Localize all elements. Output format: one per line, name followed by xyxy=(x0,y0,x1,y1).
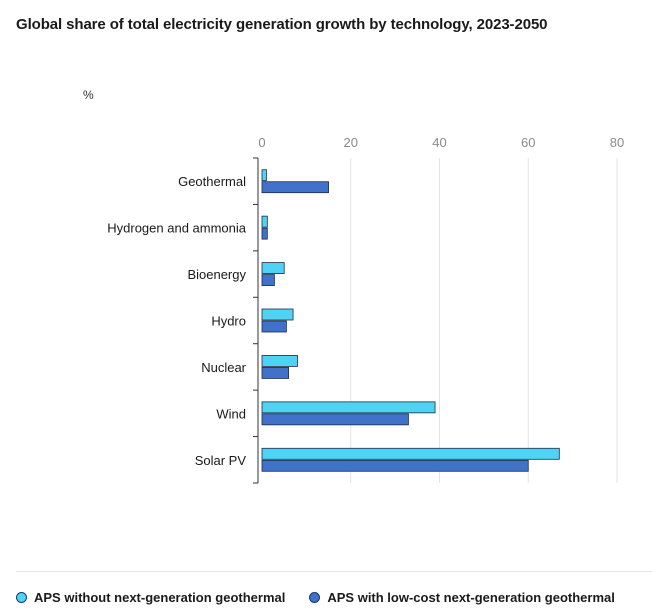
x-tick-label: 20 xyxy=(344,135,358,150)
bar-series-2 xyxy=(261,459,529,472)
category-label: Hydro xyxy=(211,314,246,329)
bar-series-1 xyxy=(261,401,436,414)
category-label: Wind xyxy=(216,406,246,421)
x-tick-label: 80 xyxy=(610,135,624,150)
unit-label: % xyxy=(83,88,94,102)
bar-series-1 xyxy=(261,308,294,321)
bar-series-1 xyxy=(261,215,268,228)
bar-series-1 xyxy=(261,262,285,274)
bar-series-1 xyxy=(261,169,267,182)
legend: APS without next-generation geothermal A… xyxy=(16,590,615,605)
category-label: Solar PV xyxy=(195,453,247,468)
category-label: Geothermal xyxy=(178,174,246,189)
bar-series-2 xyxy=(261,320,287,333)
bar-series-1 xyxy=(261,447,560,460)
legend-marker-icon xyxy=(16,592,27,603)
x-tick-label: 40 xyxy=(432,135,446,150)
legend-item-series-2[interactable]: APS with low-cost next-generation geothe… xyxy=(309,590,615,605)
x-tick-label: 60 xyxy=(521,135,535,150)
bar-series-1 xyxy=(261,355,298,367)
bar-series-2 xyxy=(261,274,275,286)
bar-series-2 xyxy=(261,367,290,379)
bar-series-2 xyxy=(261,181,329,194)
x-tick-label: 0 xyxy=(258,135,265,150)
bar-series-2 xyxy=(261,227,268,240)
category-label: Nuclear xyxy=(201,360,246,375)
legend-divider xyxy=(16,571,652,572)
legend-label: APS without next-generation geothermal xyxy=(34,590,286,605)
bar-series-2 xyxy=(261,413,409,426)
category-label: Hydrogen and ammonia xyxy=(107,221,247,236)
bar-chart: 0 20 40 60 80 Geothermal Hydrogen and ammonia B… xyxy=(107,135,624,484)
chart-title: Global share of total electricity genera… xyxy=(16,16,548,33)
legend-marker-icon xyxy=(309,592,321,603)
category-label: Bioenergy xyxy=(187,267,246,282)
legend-item-series-1[interactable]: APS without next-generation geothermal xyxy=(16,590,285,605)
legend-label: APS with low-cost next-generation geothe… xyxy=(327,590,615,605)
